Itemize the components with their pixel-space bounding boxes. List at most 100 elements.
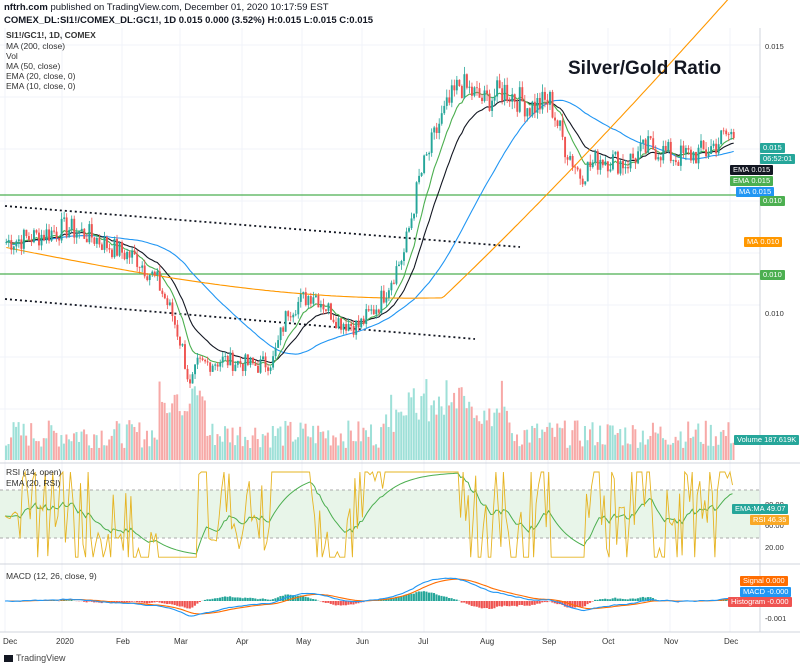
histogram-bar	[634, 598, 637, 601]
candle-body	[722, 130, 725, 132]
volume-bar	[211, 423, 214, 460]
rsi-ema-line	[4, 472, 733, 555]
candle-body	[191, 374, 194, 384]
histogram-bar	[430, 592, 433, 601]
publish-line: nftrh.com published on TradingView.com, …	[4, 2, 329, 13]
volume-bar	[319, 431, 322, 460]
candles	[5, 66, 735, 388]
candle-body	[574, 166, 577, 168]
histogram-bar	[629, 598, 632, 601]
histogram-bar	[392, 597, 395, 601]
volume-bar	[7, 444, 10, 460]
histogram-bar	[130, 601, 133, 602]
volume-bar	[616, 433, 619, 460]
volume-bar	[453, 392, 456, 460]
volume-bar	[435, 414, 438, 460]
candle-body	[241, 364, 244, 372]
volume-bar	[88, 445, 91, 460]
candle-body	[184, 344, 186, 369]
ma50-label: MA (50, close)	[6, 61, 61, 71]
candle-body	[486, 90, 489, 94]
volume-bar	[55, 432, 58, 460]
volume-bar	[284, 420, 287, 460]
candle-body	[564, 136, 567, 158]
histogram-bar	[578, 601, 582, 607]
volume-bar	[697, 423, 700, 460]
candle-body	[85, 238, 88, 243]
candle-body	[445, 97, 448, 106]
candle-body	[337, 318, 340, 329]
candle-body	[649, 136, 652, 139]
candle-body	[488, 93, 491, 111]
histogram-bar	[168, 601, 171, 604]
candle-body	[702, 140, 705, 150]
volume-bar	[10, 437, 13, 460]
histogram-bar	[224, 596, 227, 601]
candle-body	[589, 161, 592, 168]
candle-body	[68, 229, 71, 237]
candle-body	[408, 228, 410, 232]
histogram-bar	[543, 601, 546, 603]
histogram-bar	[626, 599, 629, 601]
candle-body	[178, 336, 181, 346]
candle-body	[294, 314, 297, 316]
volume-bar	[531, 425, 534, 460]
volume-bar	[495, 408, 498, 460]
candle-body	[158, 271, 161, 291]
volume-bar	[672, 442, 675, 460]
volume-bar	[483, 410, 486, 460]
histogram-bar	[606, 599, 609, 601]
volume-bar	[684, 441, 687, 460]
histogram-bar	[133, 601, 136, 602]
author[interactable]: nftrh.com	[4, 2, 48, 13]
candle-body	[591, 162, 594, 168]
volume-bar	[269, 447, 272, 460]
histogram-bar	[493, 601, 496, 609]
volume-bar	[42, 438, 45, 460]
candle-body	[468, 86, 471, 88]
volume-bar	[332, 435, 335, 460]
histogram-bar	[218, 597, 222, 601]
volume-bar	[171, 403, 174, 460]
candle-body	[712, 143, 715, 147]
ma50-tag: MA 0.015	[736, 187, 775, 197]
candle-body	[289, 316, 292, 318]
volume-bar	[372, 445, 375, 460]
candle-body	[221, 356, 224, 363]
candle-body	[470, 86, 473, 96]
candle-body	[551, 91, 554, 118]
candle-body	[123, 252, 126, 260]
candle-body	[478, 88, 481, 98]
volume-bar	[239, 426, 242, 460]
volume-bar	[518, 446, 521, 460]
histogram-bar	[241, 598, 244, 601]
candle-body	[15, 241, 18, 247]
candle-body	[730, 131, 733, 135]
candle-body	[189, 379, 191, 384]
volume-bar	[110, 435, 113, 460]
histogram-bar	[596, 599, 599, 601]
histogram-bar	[337, 601, 340, 606]
tradingview-logo[interactable]: TradingView	[4, 653, 66, 663]
ema20-label: EMA (20, close, 0)	[6, 71, 76, 81]
histogram-bar	[274, 598, 277, 601]
volume-bar	[32, 438, 35, 460]
volume-bar	[229, 442, 232, 460]
volume-bar	[173, 394, 176, 460]
volume-bar	[95, 435, 98, 460]
histogram-bar	[176, 601, 179, 606]
volume-bar	[299, 422, 302, 460]
volume-bar	[25, 435, 28, 460]
volume-bar	[208, 435, 211, 460]
candle-body	[176, 324, 179, 337]
candle-body	[438, 123, 441, 133]
volume-bar	[634, 429, 637, 460]
candle-body	[196, 357, 199, 365]
histogram-bar	[397, 596, 400, 601]
candle-body	[659, 157, 662, 161]
volume-bar	[450, 402, 453, 460]
histogram-bar	[624, 599, 627, 601]
histogram-bar	[181, 601, 184, 607]
publish-info: published on TradingView.com, December 0…	[50, 2, 329, 13]
